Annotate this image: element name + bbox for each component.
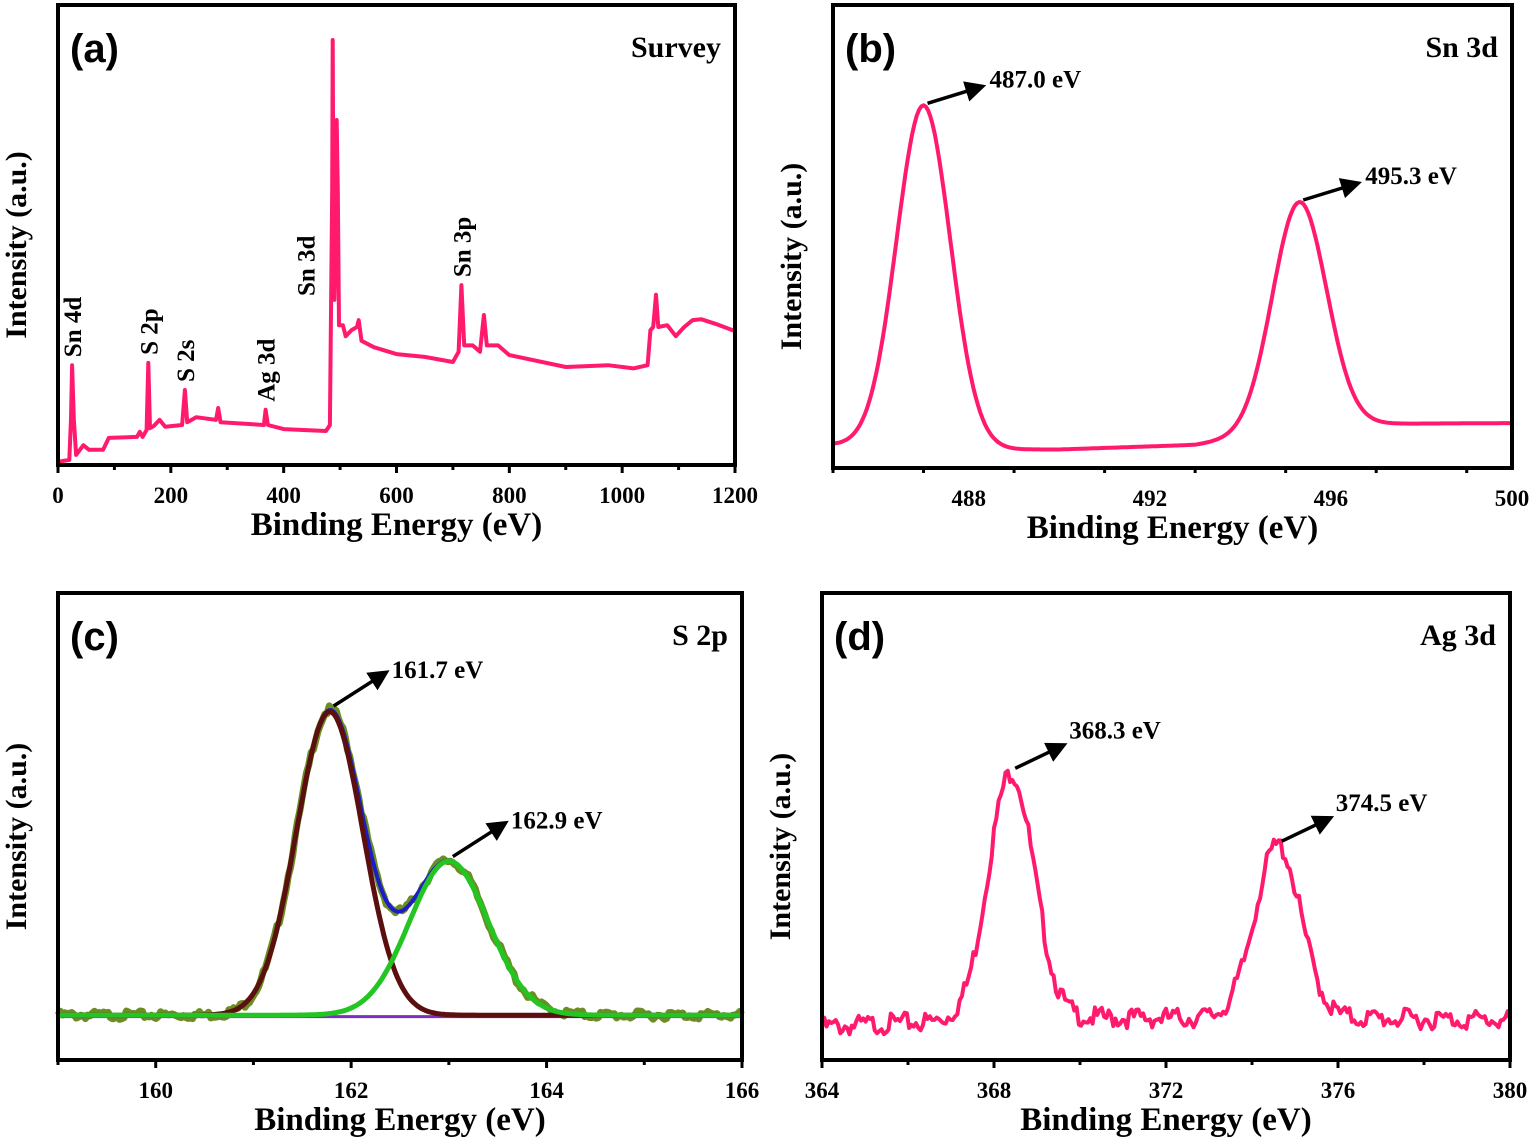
peak-label: Sn 4d — [60, 297, 87, 358]
plot-frame — [56, 3, 737, 467]
panel-a: 0 200 400 600 800 1000 1200 Binding Energy (eV)… — [0, 3, 758, 543]
panel-label: (b) — [845, 27, 896, 71]
spectrum-line — [832, 103, 1512, 452]
peak-annotation: 487.0 eV — [990, 66, 1082, 93]
x-axis-label: Binding Energy (eV) — [1020, 1102, 1312, 1138]
x-tick-label: 488 — [952, 486, 987, 511]
peak-annotation: 495.3 eV — [1365, 163, 1457, 190]
panel-label: (c) — [70, 615, 119, 659]
peak-label: Sn 3p — [449, 217, 476, 277]
panel-title: S 2p — [672, 619, 728, 652]
panel-label: (d) — [834, 615, 885, 659]
peak-annotation: 161.7 eV — [392, 657, 484, 684]
panel-d: 364 368 372 376 380 Binding Energy (eV) Intens… — [764, 591, 1528, 1138]
x-tick-label: 368 — [977, 1078, 1012, 1103]
panel-b: 488 492 496 500 Binding Energy (eV) Intensity… — [775, 3, 1530, 546]
peak-annotation: 374.5 eV — [1336, 790, 1428, 817]
x-tick-label: 162 — [334, 1078, 369, 1103]
x-tick-label: 376 — [1321, 1078, 1356, 1103]
x-tick-label: 500 — [1495, 486, 1530, 511]
y-axis-label: Intensity (a.u.) — [0, 743, 33, 931]
x-axis-label: Binding Energy (eV) — [254, 1102, 546, 1138]
annotation-arrow — [927, 81, 987, 105]
peak-label: Sn 3d — [294, 235, 321, 296]
panel-title: Sn 3d — [1425, 31, 1498, 64]
spectrum-line — [820, 768, 1512, 1037]
peak-annotation: 368.3 eV — [1069, 717, 1161, 744]
plot-frame — [56, 591, 744, 1062]
plot-frame — [820, 591, 1512, 1062]
panel-label: (a) — [70, 27, 119, 71]
y-axis-label: Intensity (a.u.) — [764, 753, 797, 941]
panel-title: Survey — [631, 31, 721, 64]
peak-label: Ag 3d — [254, 338, 281, 401]
x-tick-label: 380 — [1493, 1078, 1528, 1103]
peak-label: S 2s — [173, 339, 200, 382]
x-tick-label: 372 — [1149, 1078, 1184, 1103]
x-tick-label: 164 — [529, 1078, 564, 1103]
x-tick-label: 800 — [492, 483, 527, 508]
x-tick-label: 492 — [1133, 486, 1168, 511]
x-tick-label: 1200 — [712, 483, 758, 508]
x-tick-label: 600 — [379, 483, 414, 508]
x-tick-label: 0 — [52, 483, 64, 508]
annotation-arrow — [332, 670, 390, 708]
component-fit-line-1 — [57, 709, 743, 1018]
x-axis-label: Binding Energy (eV) — [251, 507, 543, 543]
x-tick-label: 200 — [154, 483, 189, 508]
x-axis-label: Binding Energy (eV) — [1027, 510, 1319, 546]
survey-spectrum-line — [57, 38, 736, 464]
annotation-arrow — [1014, 742, 1068, 770]
annotation-arrow — [1302, 178, 1362, 202]
x-tick-label: 400 — [266, 483, 301, 508]
x-tick-label: 166 — [725, 1078, 760, 1103]
panel-c: 160 162 164 166 Binding Energy (eV) Intensity… — [0, 591, 760, 1138]
annotation-arrow — [1281, 815, 1335, 843]
peak-annotation: 162.9 eV — [511, 808, 603, 835]
raw-data-line — [54, 702, 745, 1023]
envelope-fit-line — [58, 708, 742, 1018]
y-axis-label: Intensity (a.u.) — [0, 151, 33, 339]
y-axis-label: Intensity (a.u.) — [775, 163, 808, 351]
component-fit-line-2 — [57, 858, 743, 1018]
plot-frame — [831, 3, 1514, 470]
x-tick-label: 364 — [805, 1078, 840, 1103]
panel-title: Ag 3d — [1420, 619, 1496, 652]
x-tick-label: 160 — [138, 1078, 173, 1103]
x-tick-label: 1000 — [599, 483, 645, 508]
peak-label: S 2p — [136, 308, 163, 355]
annotation-arrow — [451, 820, 509, 859]
x-tick-label: 496 — [1314, 486, 1349, 511]
